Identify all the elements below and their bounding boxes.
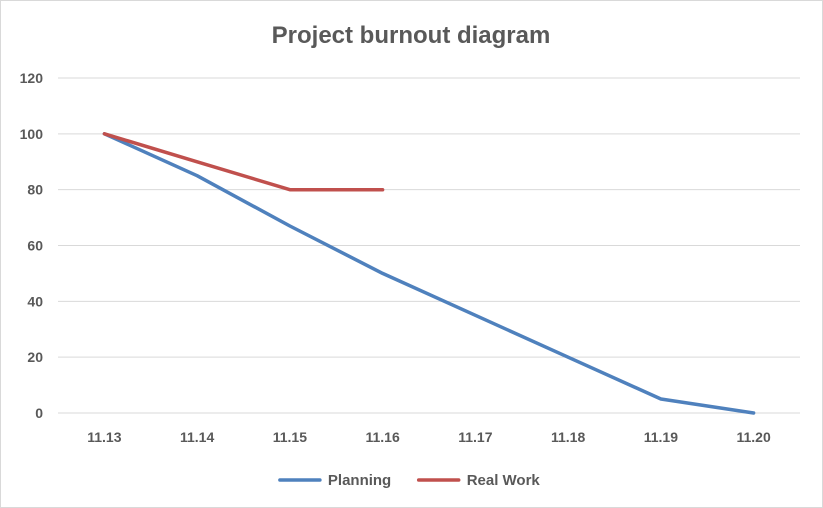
x-tick-label: 11.13: [87, 429, 121, 445]
y-tick-label: 100: [20, 126, 44, 142]
series-line-planning: [102, 132, 756, 415]
x-tick-label: 11.15: [273, 429, 307, 445]
series-lines: [102, 132, 756, 415]
chart-title: Project burnout diagram: [272, 22, 551, 49]
y-axis-ticks: 0 20 40 60 80 100 120: [20, 70, 44, 421]
legend-label: Planning: [328, 472, 391, 489]
x-tick-label: 11.20: [736, 429, 770, 445]
series-line-real-work: [102, 132, 385, 192]
x-tick-label: 11.19: [644, 429, 678, 445]
x-axis-ticks: 11.13 11.14 11.15 11.16 11.17 11.18 11.19 11.20: [87, 429, 771, 445]
x-tick-label: 11.17: [458, 429, 492, 445]
gridlines: [58, 77, 800, 414]
x-tick-label: 11.18: [551, 429, 585, 445]
y-tick-label: 0: [35, 405, 43, 421]
legend-label: Real Work: [467, 472, 541, 489]
x-tick-label: 11.16: [365, 429, 399, 445]
y-tick-label: 60: [27, 238, 43, 254]
y-tick-label: 120: [20, 70, 44, 86]
y-tick-label: 20: [27, 349, 43, 365]
y-tick-label: 80: [27, 182, 43, 198]
y-tick-label: 40: [27, 293, 43, 309]
x-tick-label: 11.14: [180, 429, 214, 445]
legend: Planning Real Work: [278, 472, 541, 489]
